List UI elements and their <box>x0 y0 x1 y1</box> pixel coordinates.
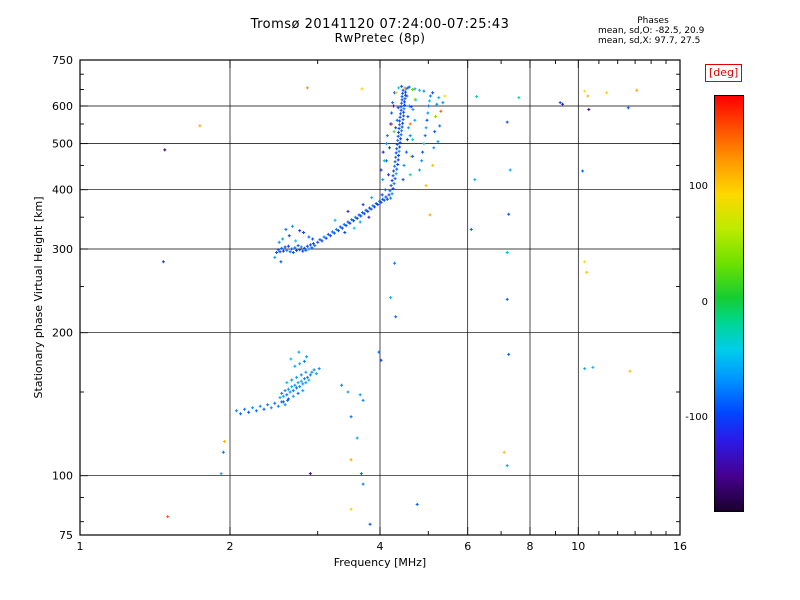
chart-subtitle: RwPretec (8p) <box>334 31 426 45</box>
colorbar-tick-label: -100 <box>685 411 708 423</box>
colorbar-tick-label: 100 <box>688 181 708 193</box>
phase-stats: Phases mean, sd,O: -82.5, 20.9 mean, sd,… <box>598 16 738 46</box>
svg-text:8: 8 <box>527 540 534 553</box>
svg-text:2: 2 <box>227 540 234 553</box>
svg-text:500: 500 <box>52 138 73 151</box>
phase-stats-heading: Phases <box>637 16 669 26</box>
plot-frame <box>79 59 681 536</box>
svg-text:10: 10 <box>571 540 585 553</box>
svg-text:750: 750 <box>52 54 73 67</box>
chart-title: Tromsø 20141120 07:24:00-07:25:43 <box>250 17 510 32</box>
svg-text:200: 200 <box>52 327 73 340</box>
svg-text:75: 75 <box>59 529 73 542</box>
phase-stats-x-line: mean, sd,X: 97.7, 27.5 <box>598 36 701 46</box>
svg-text:16: 16 <box>673 540 687 553</box>
data-points-layer <box>161 84 639 526</box>
svg-text:6: 6 <box>464 540 471 553</box>
y-axis-label: Stationary phase Virtual Height [km] <box>32 196 45 398</box>
svg-text:100: 100 <box>52 470 73 483</box>
phase-stats-o-line: mean, sd,O: -82.5, 20.9 <box>598 26 705 36</box>
svg-text:400: 400 <box>52 184 73 197</box>
svg-text:4: 4 <box>377 540 384 553</box>
x-axis-label: Frequency [MHz] <box>334 556 426 569</box>
svg-text:300: 300 <box>52 243 73 256</box>
colorbar-gradient <box>714 95 744 512</box>
svg-text:600: 600 <box>52 100 73 113</box>
svg-text:1: 1 <box>77 540 84 553</box>
axis-titles: Frequency [MHz] Stationary phase Virtual … <box>32 196 426 569</box>
axis-tick-labels: 1 2 4 6 8 10 16 750 600 500 400 300 200 100 75 <box>52 54 687 553</box>
colorbar-unit-label: [deg] <box>705 64 743 82</box>
colorbar-tick-label: 0 <box>701 296 708 308</box>
gridlines <box>80 60 680 535</box>
axis-ticks <box>79 59 681 536</box>
